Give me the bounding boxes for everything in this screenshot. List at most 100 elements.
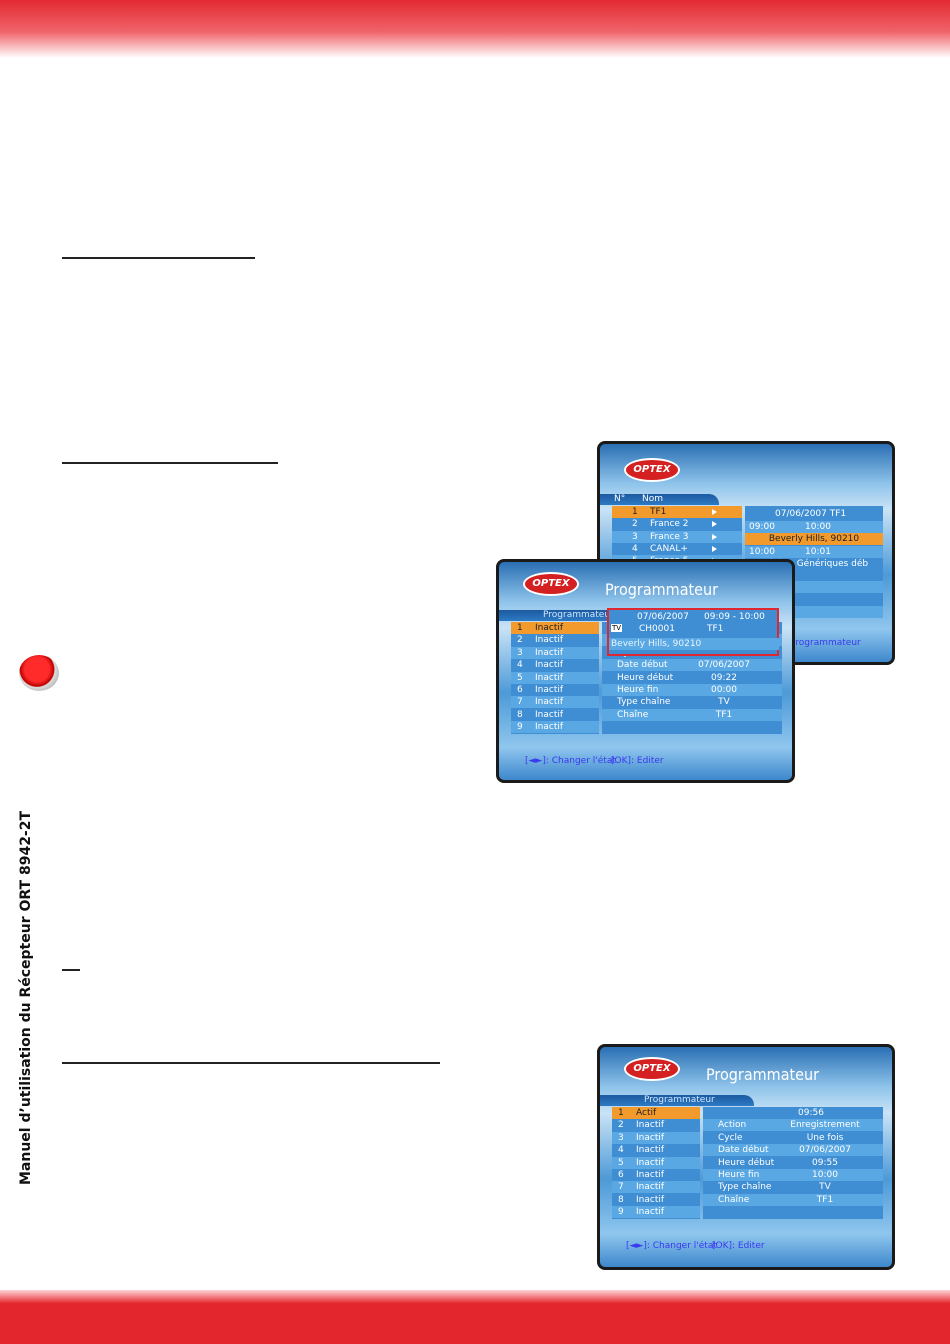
- timer-row: 4 Inactif: [511, 659, 599, 672]
- timer-number: 1: [517, 623, 523, 633]
- slot-time-row: 10:00 10:01: [745, 545, 883, 558]
- panel-row: [602, 708, 782, 721]
- channel-number: 1: [632, 507, 638, 517]
- epg-date: 07/06/2007 TF1: [775, 509, 847, 519]
- timer-row: 2 Inactif: [612, 1119, 700, 1132]
- channel-row: 3 France 3: [612, 530, 742, 543]
- field-value: 09:22: [711, 672, 737, 683]
- timer-number: 5: [517, 672, 523, 683]
- popup-date: 07/06/2007: [637, 612, 689, 622]
- timer-row: 9 Inactif: [612, 1206, 700, 1219]
- field-label: Cycle: [718, 1132, 743, 1143]
- slot-title-row: Beverly Hills, 90210: [745, 533, 883, 546]
- field-value: 00:00: [711, 685, 737, 695]
- arrow: [712, 533, 717, 540]
- timer-number: 9: [618, 1207, 624, 1218]
- timer-state: Inactif: [535, 660, 564, 671]
- popup-channel: TF1: [707, 624, 724, 634]
- channel-row: 2 France 2: [612, 518, 742, 531]
- panel-row: [703, 1107, 883, 1119]
- side-text: Manuel d’utilisation du Récepteur ORT 89…: [18, 810, 34, 1185]
- timer-row: 7 Inactif: [612, 1181, 700, 1194]
- panel-row: [602, 659, 782, 672]
- red-button: [19, 655, 59, 691]
- timer-state: Inactif: [535, 647, 564, 658]
- timer-state: Inactif: [636, 1170, 665, 1180]
- arrow: [712, 509, 717, 515]
- timer-number: 7: [517, 697, 523, 708]
- screen-timer-edit: OPTEX Programmateur Programmateur 1 Inactif 2…: [496, 559, 795, 783]
- popup-program: Beverly Hills, 90210: [609, 638, 779, 650]
- timer-row: 5 Inactif: [511, 671, 599, 684]
- timer-state: Inactif: [636, 1207, 665, 1218]
- timer-row: 1 Inactif: [511, 622, 599, 634]
- underline: [62, 257, 255, 259]
- timer-number: 9: [517, 722, 523, 733]
- channel-name: France 2: [650, 519, 689, 530]
- channel-name: TF1: [650, 507, 667, 517]
- field-label: Type chaîne: [617, 697, 671, 708]
- timer-row: 7 Inactif: [511, 696, 599, 709]
- logo: OPTEX: [624, 458, 680, 482]
- timer-state: Inactif: [535, 635, 564, 646]
- arrow: [712, 545, 717, 552]
- tab: Programmateur: [600, 1095, 754, 1106]
- panel-row: [602, 671, 782, 684]
- panel-row: [703, 1193, 883, 1206]
- timer-number: 2: [618, 1120, 624, 1131]
- tab: Programmateur: [499, 610, 653, 621]
- timer-number: 7: [618, 1182, 624, 1193]
- timer-number: 3: [618, 1132, 624, 1143]
- footer-change: [◄►]: Changer l'état: [525, 756, 616, 766]
- popup: 07/06/2007 09:09 - 10:00 TV CH0001 TF1 Beverl…: [607, 608, 779, 656]
- timer-state: Inactif: [535, 623, 564, 633]
- underline: [62, 462, 278, 464]
- field-label: Heure fin: [617, 685, 659, 695]
- timer-row: 2 Inactif: [511, 634, 599, 647]
- slot-end: 10:01: [805, 546, 831, 557]
- popup-channel-id: CH0001: [639, 624, 675, 634]
- panel-row: [703, 1119, 883, 1132]
- popup-time: 09:09 - 10:00: [704, 612, 765, 622]
- field-value: Enregistrement: [790, 1120, 860, 1131]
- timer-row: 6 Inactif: [612, 1169, 700, 1181]
- slot-start: 09:00: [749, 522, 775, 532]
- field-value: 10:00: [812, 1170, 838, 1180]
- header-name: Nom: [642, 494, 664, 504]
- field-value: 07/06/2007: [799, 1145, 851, 1156]
- logo: OPTEX: [523, 572, 579, 596]
- panel-row: [703, 1169, 883, 1181]
- bottom-band: [0, 1290, 950, 1344]
- timer-number: 2: [517, 635, 523, 646]
- timer-number: 8: [517, 709, 523, 720]
- panel-row: [703, 1144, 883, 1157]
- field-value: 09:55: [812, 1157, 838, 1168]
- timer-state: Inactif: [636, 1145, 665, 1156]
- slot-end: 10:00: [805, 522, 831, 532]
- timer-state: Inactif: [535, 672, 564, 683]
- timer-number: 1: [618, 1108, 624, 1118]
- timer-row: 3 Inactif: [612, 1131, 700, 1144]
- arrow: [712, 521, 717, 528]
- timer-state: Inactif: [535, 697, 564, 708]
- popup-type: TV: [611, 624, 623, 632]
- channel-row: 4 CANAL+: [612, 542, 742, 555]
- title: Programmateur: [605, 580, 719, 599]
- timer-state: Inactif: [636, 1194, 665, 1205]
- field-value: Une fois: [806, 1132, 844, 1143]
- panel-row: [703, 1181, 883, 1194]
- field-label: Heure début: [718, 1157, 775, 1168]
- footer-edit: [OK]: Editer: [712, 1241, 765, 1251]
- timer-state: Actif: [636, 1108, 657, 1118]
- timer-number: 8: [618, 1194, 624, 1205]
- timer-row: 1 Actif: [612, 1107, 700, 1119]
- timer-number: 3: [517, 647, 523, 658]
- timer-row: 8 Inactif: [612, 1193, 700, 1206]
- logo: OPTEX: [624, 1057, 680, 1081]
- timer-row: 8 Inactif: [511, 708, 599, 721]
- channel-row: 1 TF1: [612, 506, 742, 518]
- field-value: TF1: [715, 709, 733, 720]
- field-label: Heure début: [617, 672, 674, 683]
- timer-state: Inactif: [636, 1132, 665, 1143]
